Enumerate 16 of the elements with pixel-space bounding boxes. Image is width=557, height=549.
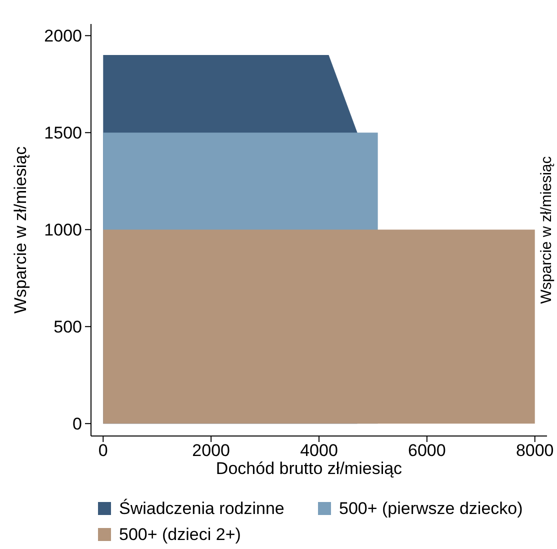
y-tick-label: 0 — [72, 414, 82, 434]
y-tick-label: 2000 — [44, 26, 82, 46]
legend-label: 500+ (dzieci 2+) — [119, 525, 241, 544]
y-tick-label: 1000 — [44, 220, 82, 240]
legend-label: 500+ (pierwsze dziecko) — [339, 499, 523, 518]
y-axis-title: Wsparcie w zł/miesiąc — [11, 146, 30, 314]
x-tick-label: 4000 — [300, 441, 338, 460]
y2-axis-title: Wsparcie w zł/miesiąc — [538, 156, 555, 304]
x-tick-label: 6000 — [408, 441, 446, 460]
y-tick-label: 1500 — [44, 124, 82, 143]
legend-label: Świadczenia rodzinne — [119, 498, 284, 518]
x-tick-label: 0 — [98, 441, 108, 460]
y-tick-label: 500 — [54, 318, 82, 337]
x-tick-label: 8000 — [516, 441, 554, 460]
x-tick-label: 2000 — [192, 441, 230, 460]
x-axis-title: Dochód brutto zł/miesiąc — [216, 459, 403, 478]
